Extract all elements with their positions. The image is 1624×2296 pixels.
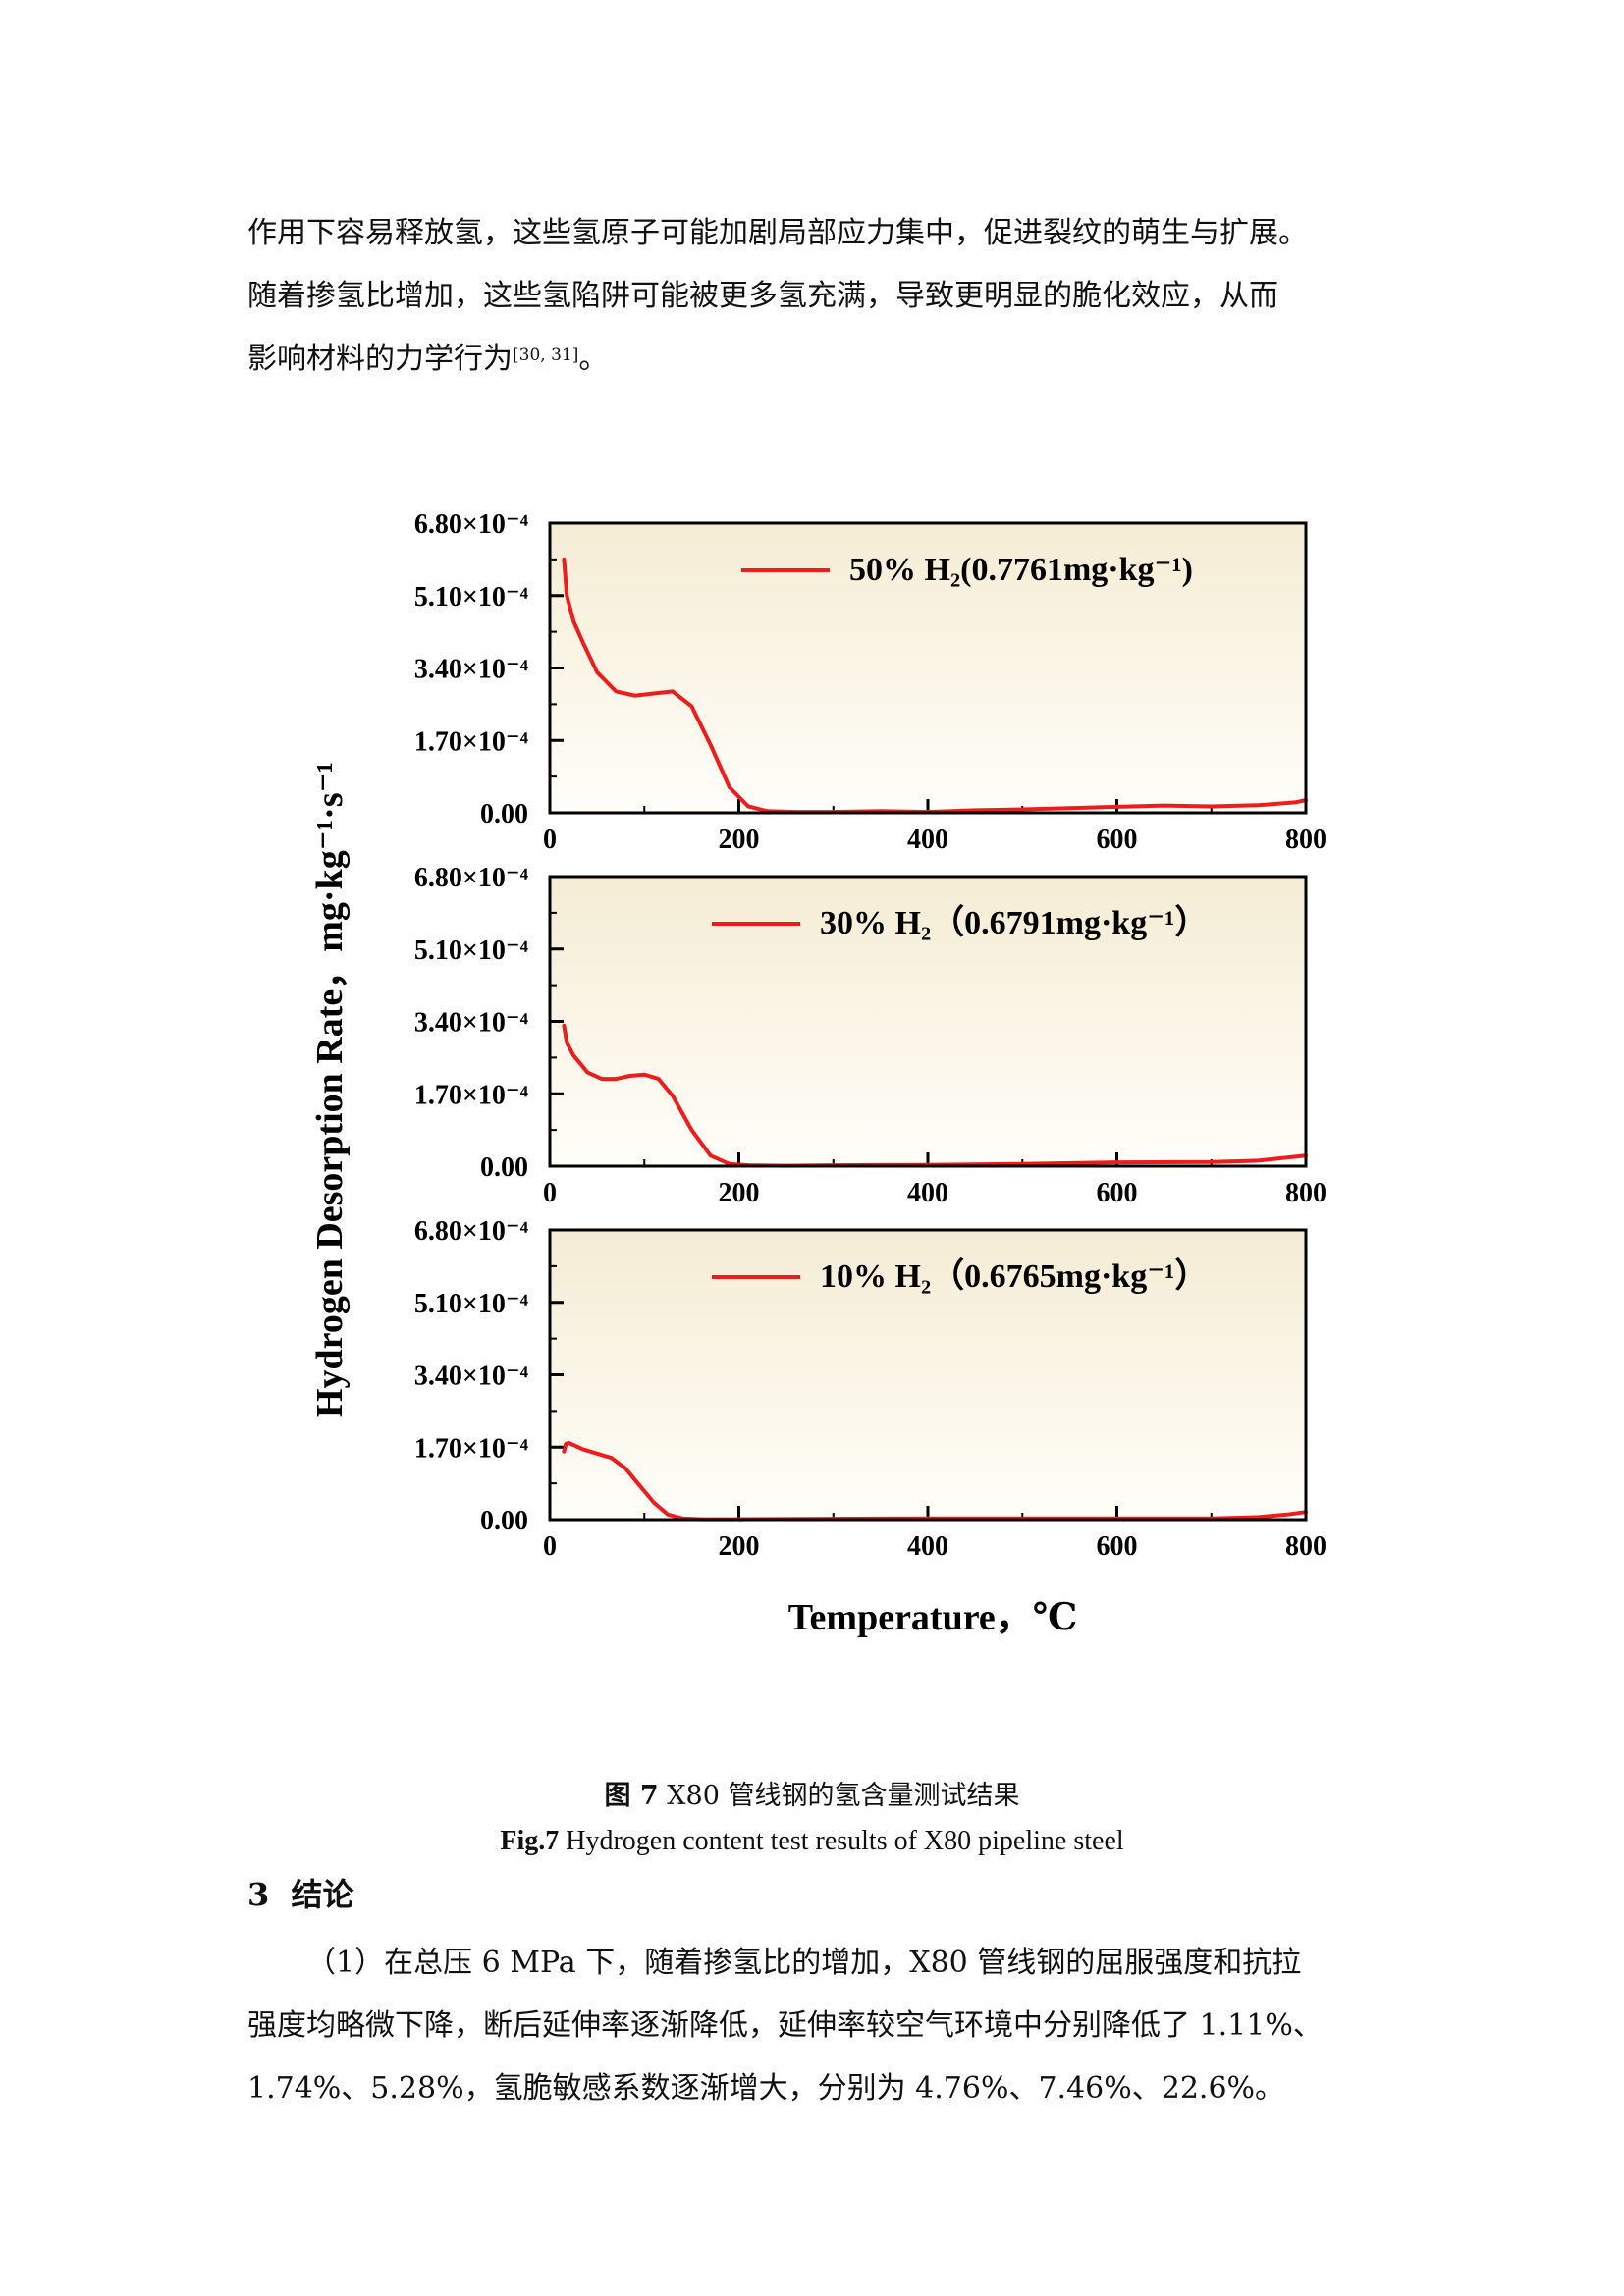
y-tick-label: 1.70×10⁻⁴ (414, 1080, 529, 1110)
citation: [30, 31] (513, 346, 579, 365)
legend-label: 10% H₂（0.6765mg·kg⁻¹） (820, 1256, 1208, 1295)
y-tick-label: 6.80×10⁻⁴ (414, 863, 529, 893)
caption-chinese: 图 7 X80 管线钢的氢含量测试结果 (0, 1774, 1624, 1812)
intro-text: 影响材料的力学行为 (247, 342, 513, 376)
x-tick-label: 200 (719, 1531, 760, 1562)
plot-background (550, 1230, 1306, 1520)
conclusion-line: 强度均略微下降，断后延伸率逐渐降低，延伸率较空气环境中分别降低了 1.11%、 (247, 2008, 1323, 2043)
x-axis-label: Temperature，℃ (788, 1597, 1078, 1638)
conclusion-line: （1）在总压 6 MPa 下，随着掺氢比的增加，X80 管线钢的屈服强度和抗拉 (306, 1946, 1302, 1980)
caption-label: Fig.7 (500, 1826, 560, 1856)
y-axis-label: Hydrogen Desorption Rate，mg·kg⁻¹·s⁻¹ (309, 762, 351, 1417)
plot-frame (548, 1228, 1308, 1522)
intro-paragraph: 作用下容易释放氢，这些氢原子可能加剧局部应力集中，促进裂纹的萌生与扩展。 随着掺… (247, 202, 1396, 391)
conclusion-line: 1.74%、5.28%，氢脆敏感系数逐渐增大，分别为 4.76%、7.46%、2… (247, 2071, 1285, 2106)
caption-text: X80 管线钢的氢含量测试结果 (667, 1781, 1020, 1811)
chart-panel: 0.00 1.70×10⁻⁴ 3.40×10⁻⁴ 5.10×10⁻⁴ 6.80×10⁻⁴… (414, 1216, 1326, 1562)
x-tick-label: 400 (907, 825, 948, 855)
x-tick-label: 800 (1285, 1178, 1326, 1208)
x-tick-label: 600 (1097, 1178, 1138, 1208)
chart-panel: 0.00 1.70×10⁻⁴ 3.40×10⁻⁴ 5.10×10⁻⁴ 6.80×10⁻⁴… (414, 863, 1326, 1208)
x-tick-label: 600 (1097, 825, 1138, 855)
y-tick-label: 3.40×10⁻⁴ (414, 1008, 529, 1039)
x-tick-label: 200 (719, 825, 760, 855)
y-tick-label: 3.40×10⁻⁴ (414, 1362, 529, 1392)
section-number: 3 (247, 1876, 270, 1913)
x-tick-label: 800 (1285, 1531, 1326, 1562)
plot-background (550, 877, 1306, 1166)
plot-frame (548, 875, 1308, 1168)
conclusion-paragraph: （1）在总压 6 MPa 下，随着掺氢比的增加，X80 管线钢的屈服强度和抗拉 … (247, 1932, 1396, 2120)
section-title: 结论 (291, 1876, 354, 1913)
x-tick-label: 400 (907, 1178, 948, 1208)
y-tick-label: 5.10×10⁻⁴ (414, 582, 529, 613)
caption-label: 图 7 (604, 1781, 659, 1811)
y-tick-label: 0.00 (480, 1506, 528, 1536)
series-line (562, 1023, 1308, 1168)
y-tick-label: 6.80×10⁻⁴ (414, 509, 529, 540)
hydrogen-desorption-chart: 0.00 1.70×10⁻⁴ 3.40×10⁻⁴ 5.10×10⁻⁴ 6.80×10⁻⁴… (309, 509, 1326, 1638)
y-tick-label: 0.00 (480, 799, 528, 829)
y-tick-label: 6.80×10⁻⁴ (414, 1216, 529, 1247)
y-tick-label: 3.40×10⁻⁴ (414, 655, 529, 685)
caption-text: Hydrogen content test results of X80 pip… (566, 1826, 1124, 1856)
x-tick-label: 800 (1285, 825, 1326, 855)
plot-background (550, 523, 1306, 813)
section-heading: 3 结论 (247, 1865, 354, 1924)
x-tick-label: 400 (907, 1531, 948, 1562)
x-tick-label: 0 (543, 825, 557, 855)
x-tick-label: 200 (719, 1178, 760, 1208)
series-line (562, 557, 1308, 815)
intro-line: 作用下容易释放氢，这些氢原子可能加剧局部应力集中，促进裂纹的萌生与扩展。 (247, 216, 1308, 250)
intro-line: 随着掺氢比增加，这些氢陷阱可能被更多氢充满，导致更明显的脆化效应，从而 (247, 279, 1278, 313)
legend-label: 30% H₂（0.6791mg·kg⁻¹） (820, 903, 1208, 941)
y-tick-label: 1.70×10⁻⁴ (414, 1433, 529, 1464)
chart-panel: 0.00 1.70×10⁻⁴ 3.40×10⁻⁴ 5.10×10⁻⁴ 6.80×10⁻⁴… (414, 509, 1326, 855)
y-tick-label: 5.10×10⁻⁴ (414, 935, 529, 966)
y-tick-label: 0.00 (480, 1152, 528, 1183)
x-tick-label: 600 (1097, 1531, 1138, 1562)
y-tick-label: 5.10×10⁻⁴ (414, 1289, 529, 1319)
intro-text: 。 (578, 342, 609, 376)
y-tick-label: 1.70×10⁻⁴ (414, 726, 529, 757)
x-tick-label: 0 (543, 1178, 557, 1208)
plot-frame (548, 521, 1308, 815)
intro-line: 影响材料的力学行为[30, 31]。 (247, 328, 1396, 391)
legend-label: 50% H₂(0.7761mg·kg⁻¹) (849, 552, 1193, 588)
x-tick-label: 0 (543, 1531, 557, 1562)
caption-english: Fig.7 Hydrogen content test results of X… (0, 1826, 1624, 1857)
